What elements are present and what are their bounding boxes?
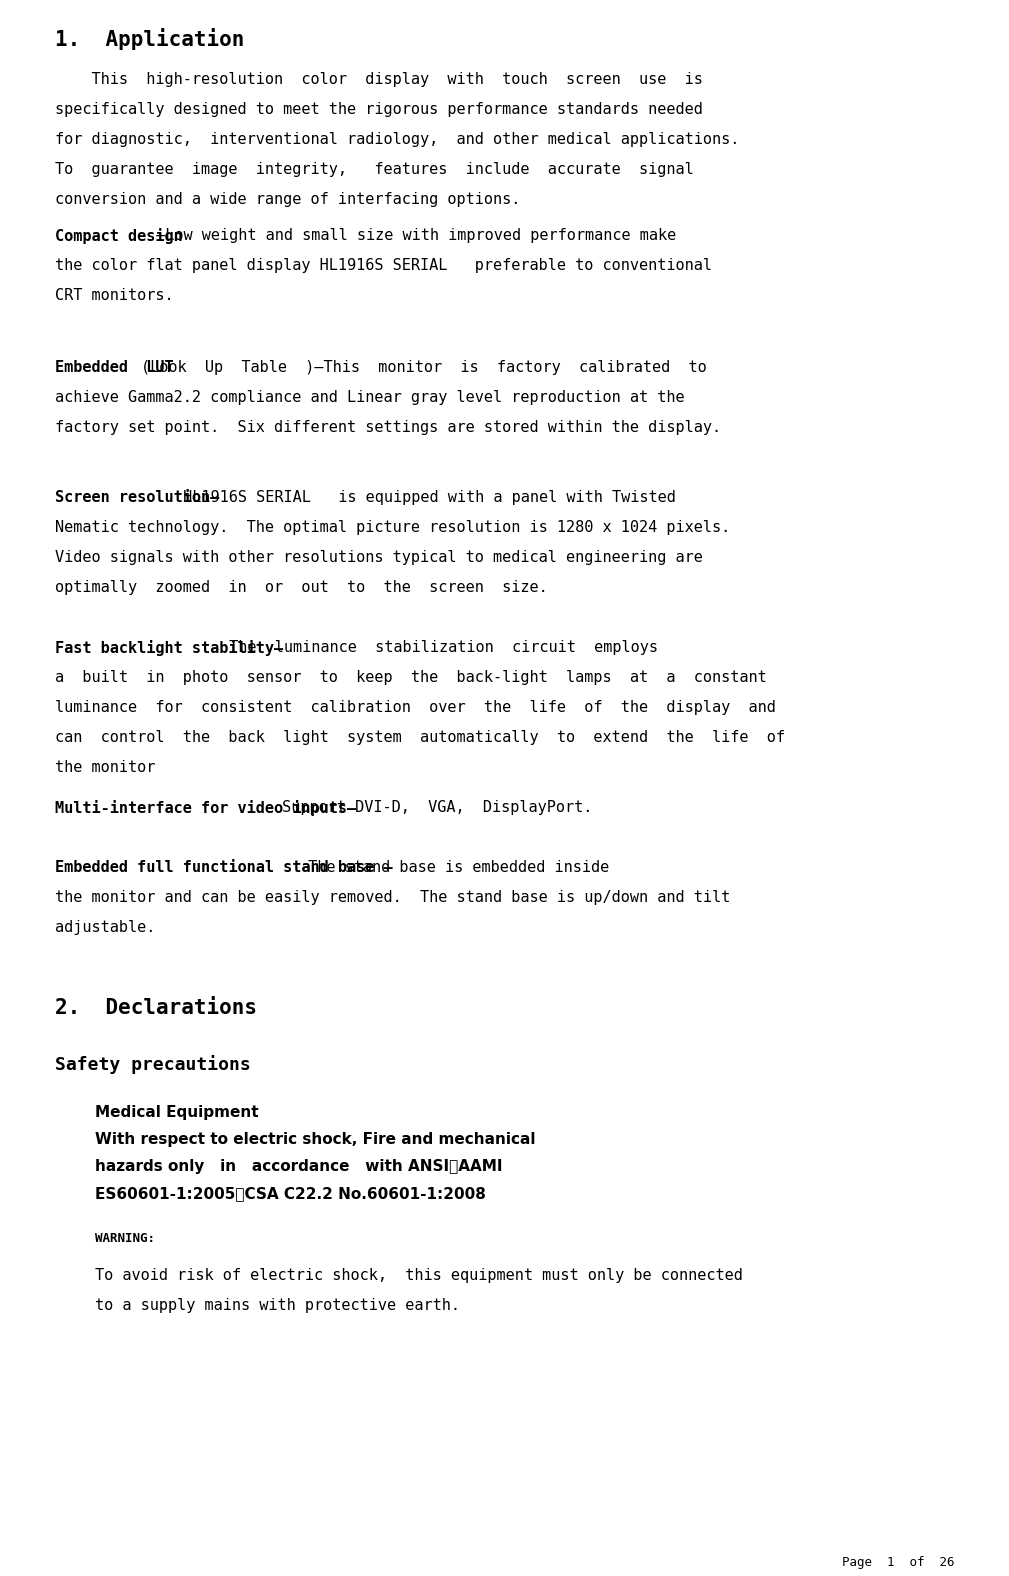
Text: achieve Gamma2.2 compliance and Linear gray level reproduction at the: achieve Gamma2.2 compliance and Linear g…: [55, 389, 685, 405]
Text: The  luminance  stabilization  circuit  employs: The luminance stabilization circuit empl…: [220, 640, 658, 656]
Text: The stand base is embedded inside: The stand base is embedded inside: [300, 860, 609, 875]
Text: Medical Equipment: Medical Equipment: [95, 1105, 258, 1121]
Text: specifically designed to meet the rigorous performance standards needed: specifically designed to meet the rigoro…: [55, 102, 703, 117]
Text: CRT monitors.: CRT monitors.: [55, 288, 174, 303]
Text: hazards only   in   accordance   with ANSI＆AAMI: hazards only in accordance with ANSI＆AAM…: [95, 1158, 502, 1174]
Text: Page  1  of  26: Page 1 of 26: [842, 1556, 954, 1570]
Text: 2.  Declarations: 2. Declarations: [55, 998, 257, 1018]
Text: can  control  the  back  light  system  automatically  to  extend  the  life  of: can control the back light system automa…: [55, 730, 785, 745]
Text: the monitor and can be easily removed.  The stand base is up/down and tilt: the monitor and can be easily removed. T…: [55, 890, 731, 905]
Text: To  guarantee  image  integrity,   features  include  accurate  signal: To guarantee image integrity, features i…: [55, 162, 694, 177]
Text: Fast backlight stability–: Fast backlight stability–: [55, 640, 284, 656]
Text: With respect to electric shock, Fire and mechanical: With respect to electric shock, Fire and…: [95, 1132, 536, 1147]
Text: 1.  Application: 1. Application: [55, 28, 244, 50]
Text: To avoid risk of electric shock,  this equipment must only be connected: To avoid risk of electric shock, this eq…: [95, 1269, 743, 1283]
Text: HL1916S SERIAL   is equipped with a panel with Twisted: HL1916S SERIAL is equipped with a panel …: [174, 490, 676, 504]
Text: Compact design: Compact design: [55, 229, 183, 244]
Text: ES60601-1:2005＆CSA C22.2 No.60601-1:2008: ES60601-1:2005＆CSA C22.2 No.60601-1:2008: [95, 1187, 486, 1201]
Text: a  built  in  photo  sensor  to  keep  the  back-light  lamps  at  a  constant: a built in photo sensor to keep the back…: [55, 670, 767, 686]
Text: to a supply mains with protective earth.: to a supply mains with protective earth.: [95, 1299, 460, 1313]
Text: factory set point.  Six different settings are stored within the display.: factory set point. Six different setting…: [55, 419, 721, 435]
Text: This  high-resolution  color  display  with  touch  screen  use  is: This high-resolution color display with …: [55, 72, 703, 87]
Text: luminance  for  consistent  calibration  over  the  life  of  the  display  and: luminance for consistent calibration ove…: [55, 700, 776, 716]
Text: Safety precautions: Safety precautions: [55, 1054, 251, 1073]
Text: optimally  zoomed  in  or  out  to  the  screen  size.: optimally zoomed in or out to the screen…: [55, 580, 548, 596]
Text: –Low weight and small size with improved performance make: –Low weight and small size with improved…: [147, 229, 677, 243]
Text: (Look  Up  Table  )–This  monitor  is  factory  calibrated  to: (Look Up Table )–This monitor is factory…: [141, 359, 706, 375]
Text: Embedded  LUT: Embedded LUT: [55, 359, 174, 375]
Text: the color flat panel display HL1916S SERIAL   preferable to conventional: the color flat panel display HL1916S SER…: [55, 258, 712, 273]
Text: Screen resolution–: Screen resolution–: [55, 490, 219, 504]
Text: Support DVI-D,  VGA,  DisplayPort.: Support DVI-D, VGA, DisplayPort.: [272, 801, 592, 815]
Text: adjustable.: adjustable.: [55, 920, 155, 935]
Text: the monitor: the monitor: [55, 760, 155, 775]
Text: Multi-interface for video inputs–: Multi-interface for video inputs–: [55, 801, 356, 816]
Text: WARNING:: WARNING:: [95, 1232, 155, 1245]
Text: Embedded full functional stand base –: Embedded full functional stand base –: [55, 860, 393, 875]
Text: for diagnostic,  interventional radiology,  and other medical applications.: for diagnostic, interventional radiology…: [55, 132, 740, 147]
Text: conversion and a wide range of interfacing options.: conversion and a wide range of interfaci…: [55, 192, 521, 206]
Text: Nematic technology.  The optimal picture resolution is 1280 x 1024 pixels.: Nematic technology. The optimal picture …: [55, 520, 731, 534]
Text: Video signals with other resolutions typical to medical engineering are: Video signals with other resolutions typ…: [55, 550, 703, 566]
